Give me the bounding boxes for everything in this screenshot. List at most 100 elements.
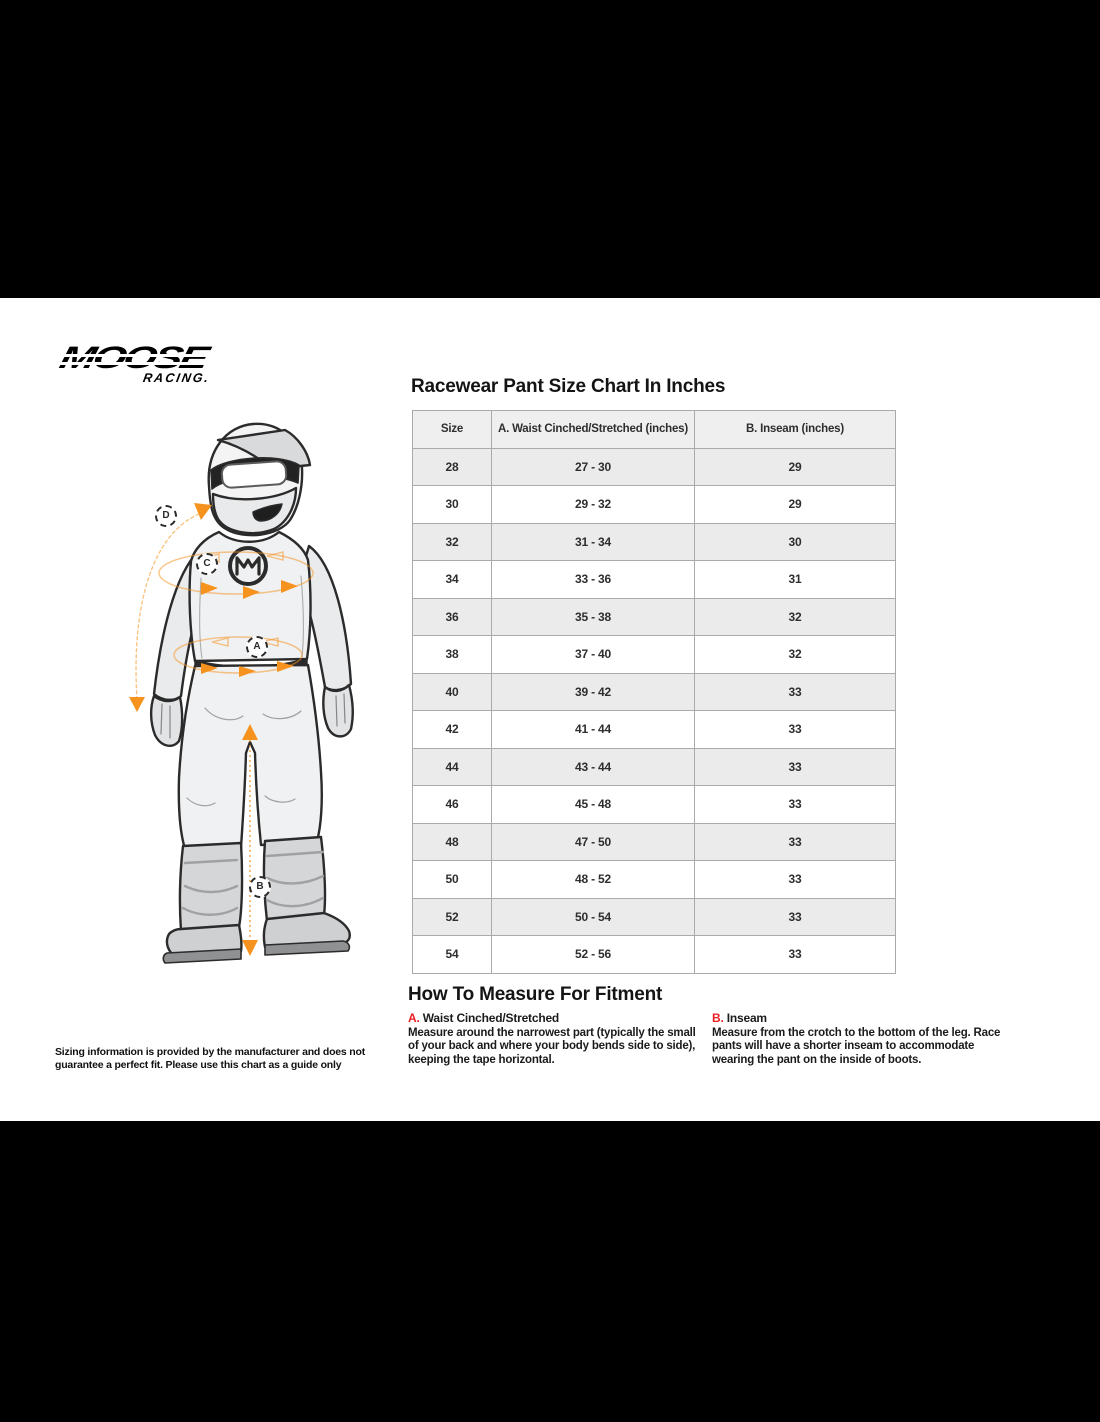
table-cell: 32 (412, 522, 492, 561)
table-cell: 29 (694, 485, 896, 524)
sleeve-arrow-neck (194, 503, 212, 520)
logo-subtext: RACING. (141, 371, 212, 385)
waist-arrow-hollow (261, 637, 279, 647)
left-boot-straps (181, 858, 239, 916)
table-cell: 33 (694, 785, 896, 824)
helmet-chin-bar (211, 486, 298, 535)
table-cell: 50 (412, 860, 492, 899)
chest-arrow-solid (201, 582, 218, 595)
table-cell: 29 (694, 447, 896, 486)
how-to-measure-heading: How To Measure For Fitment (408, 984, 663, 1005)
bottom-black-bar (0, 1121, 1100, 1422)
table-cell: 45 - 48 (491, 785, 695, 824)
inseam-label-marker: B (249, 876, 271, 898)
logo-stripe-decoration (54, 362, 210, 365)
table-cell: 50 - 54 (491, 897, 695, 936)
measure-title-text: Inseam (726, 1011, 767, 1025)
inseam-arrow-up (242, 724, 258, 740)
table-cell: 43 - 44 (491, 747, 695, 786)
table-cell: 39 - 42 (491, 672, 695, 711)
table-cell: 48 (412, 822, 492, 861)
chest-arrow-solid (281, 580, 298, 593)
table-cell: 40 (412, 672, 492, 711)
moose-m-chest-logo (235, 556, 261, 576)
table-cell: 44 (412, 747, 492, 786)
table-cell: 33 - 36 (491, 560, 695, 599)
disclaimer-text: Sizing information is provided by the ma… (55, 1046, 366, 1071)
table-cell: 52 - 56 (491, 935, 695, 974)
table-cell: 38 (412, 635, 492, 674)
waist-label-marker: A (246, 636, 268, 658)
table-cell: 52 (412, 897, 492, 936)
measure-title-text: Waist Cinched/Stretched (422, 1011, 560, 1025)
table-row: 42 41 - 44 33 (412, 710, 896, 749)
table-cell: 54 (412, 935, 492, 974)
right-boot-foot (262, 911, 351, 949)
page-title: Racewear Pant Size Chart In Inches (411, 376, 726, 397)
table-row: 32 31 - 34 30 (412, 522, 896, 561)
table-cell: 30 (694, 522, 896, 561)
rider-illustration (129, 422, 354, 964)
table-cell: 32 (694, 635, 896, 674)
waist-arrow-solid (277, 661, 294, 672)
glove-finger-lines (160, 703, 171, 739)
table-cell: 33 (694, 672, 896, 711)
table-row: 48 47 - 50 33 (412, 822, 896, 861)
waist-arrow-hollow (211, 637, 229, 647)
table-row: 34 33 - 36 31 (412, 560, 896, 599)
sleeve-label-marker: D (155, 505, 177, 527)
table-row: 50 48 - 52 33 (412, 860, 896, 899)
table-cell: 33 (694, 897, 896, 936)
measure-label-a: A. (408, 1011, 420, 1025)
logo-text: MOOSE (56, 340, 211, 375)
right-boot-straps (265, 850, 325, 908)
measurement-overlays (129, 503, 314, 956)
size-table: Size A. Waist Cinched/Stretched (inches) B… (412, 410, 896, 974)
table-row: 40 39 - 42 33 (412, 672, 896, 711)
jersey-wrinkles (199, 575, 304, 659)
pants (177, 663, 323, 851)
measure-label-b: B. (712, 1011, 724, 1025)
table-cell: 48 - 52 (491, 860, 695, 899)
measure-section-title: B. Inseam (712, 1011, 1012, 1026)
measure-body-text: Measure around the narrowest part (typic… (408, 1026, 696, 1066)
chest-arrow-solid (243, 586, 260, 599)
left-boot-sole (162, 948, 242, 964)
rider-measurement-diagram: D C A B (115, 408, 405, 983)
table-cell: 31 (694, 560, 896, 599)
table-cell: 33 (694, 935, 896, 974)
waist-measure-ellipse (173, 636, 303, 674)
table-cell: 42 (412, 710, 492, 749)
table-row: 36 35 - 38 32 (412, 597, 896, 636)
glove-finger-lines (335, 693, 346, 727)
table-cell: 32 (694, 597, 896, 636)
left-boot-foot (165, 923, 243, 957)
chest-measure-ellipse (158, 551, 314, 595)
column-header: A. Waist Cinched/Stretched (inches) (491, 410, 695, 449)
table-cell: 29 - 32 (491, 485, 695, 524)
right-boot-sole (264, 940, 351, 956)
table-row: 28 27 - 30 29 (412, 447, 896, 486)
table-row: 44 43 - 44 33 (412, 747, 896, 786)
moose-m-chest-logo (228, 546, 268, 586)
table-cell: 33 (694, 860, 896, 899)
column-header: B. Inseam (inches) (694, 410, 896, 449)
moose-racing-logo: MOOSE RACING. (54, 340, 212, 385)
table-cell: 36 (412, 597, 492, 636)
chest-label-marker: C (196, 553, 218, 575)
logo-wordmark: MOOSE (54, 340, 211, 375)
sleeve-measure-arc (135, 513, 200, 701)
goggle-lens (220, 460, 288, 489)
helmet-visor (216, 428, 312, 471)
table-cell: 33 (694, 822, 896, 861)
table-row: 54 52 - 56 33 (412, 935, 896, 974)
table-cell: 33 (694, 747, 896, 786)
measure-body-text: Measure from the crotch to the bottom of… (712, 1026, 1001, 1066)
right-glove (322, 683, 354, 738)
waist-arrow-solid (239, 666, 256, 677)
table-cell: 47 - 50 (491, 822, 695, 861)
logo-stripe-decoration (56, 354, 211, 357)
chest-arrow-hollow (266, 551, 284, 561)
table-cell: 31 - 34 (491, 522, 695, 561)
